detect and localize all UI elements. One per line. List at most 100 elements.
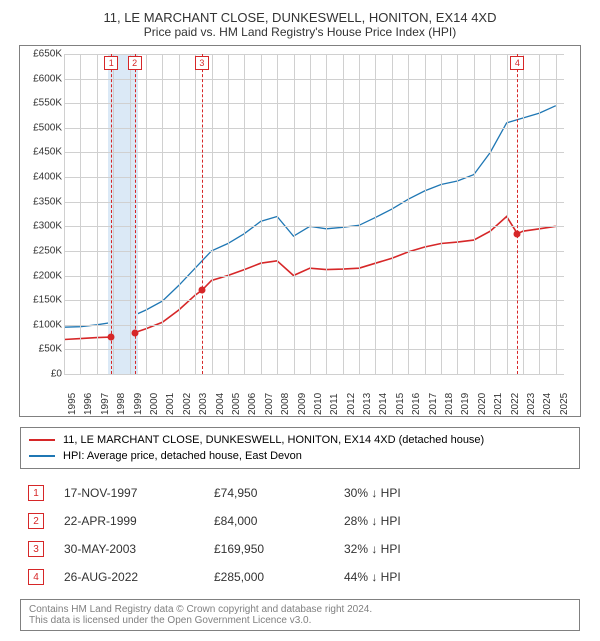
footer-box: Contains HM Land Registry data © Crown c… <box>20 599 580 631</box>
x-gridline <box>228 54 229 374</box>
x-tick-label: 2012 <box>346 393 357 415</box>
x-gridline <box>261 54 262 374</box>
x-gridline <box>392 54 393 374</box>
x-gridline <box>179 54 180 374</box>
x-tick-label: 2001 <box>165 393 176 415</box>
x-gridline <box>457 54 458 374</box>
x-tick-label: 2013 <box>362 393 373 415</box>
x-tick-label: 2005 <box>231 393 242 415</box>
transaction-row: 4 26-AUG-2022 £285,000 44% ↓ HPI <box>20 563 580 591</box>
x-tick-label: 1995 <box>67 393 78 415</box>
transaction-marker: 4 <box>28 569 44 585</box>
x-tick-label: 2009 <box>297 393 308 415</box>
y-gridline <box>64 251 564 252</box>
y-tick-label: £150K <box>22 295 62 306</box>
event-line <box>135 54 136 374</box>
event-line <box>517 54 518 374</box>
y-tick-label: £450K <box>22 147 62 158</box>
legend-swatch-property <box>29 439 55 441</box>
transaction-price: £169,950 <box>214 542 324 556</box>
x-tick-label: 2006 <box>247 393 258 415</box>
x-gridline <box>523 54 524 374</box>
y-tick-label: £650K <box>22 49 62 60</box>
title-line1: 11, LE MARCHANT CLOSE, DUNKESWELL, HONIT… <box>10 10 590 25</box>
y-gridline <box>64 226 564 227</box>
x-tick-label: 2003 <box>198 393 209 415</box>
transaction-date: 22-APR-1999 <box>64 514 194 528</box>
x-gridline <box>97 54 98 374</box>
x-gridline <box>425 54 426 374</box>
x-gridline <box>326 54 327 374</box>
legend-box: 11, LE MARCHANT CLOSE, DUNKESWELL, HONIT… <box>20 427 580 469</box>
y-gridline <box>64 177 564 178</box>
x-gridline <box>80 54 81 374</box>
x-gridline <box>441 54 442 374</box>
y-tick-label: £600K <box>22 73 62 84</box>
y-tick-label: £400K <box>22 172 62 183</box>
y-tick-label: £200K <box>22 270 62 281</box>
transaction-pct: 28% ↓ HPI <box>344 514 414 528</box>
x-gridline <box>375 54 376 374</box>
x-gridline <box>507 54 508 374</box>
y-gridline <box>64 103 564 104</box>
plot-area: 1234 <box>64 54 564 374</box>
event-line <box>111 54 112 374</box>
event-marker: 3 <box>195 56 209 70</box>
x-gridline <box>146 54 147 374</box>
y-gridline <box>64 325 564 326</box>
y-gridline <box>64 202 564 203</box>
legend-item-hpi: HPI: Average price, detached house, East… <box>29 448 571 464</box>
transaction-price: £285,000 <box>214 570 324 584</box>
x-tick-label: 1999 <box>133 393 144 415</box>
transaction-date: 30-MAY-2003 <box>64 542 194 556</box>
y-tick-label: £250K <box>22 245 62 256</box>
x-gridline <box>162 54 163 374</box>
transaction-pct: 44% ↓ HPI <box>344 570 414 584</box>
transaction-price: £84,000 <box>214 514 324 528</box>
y-gridline <box>64 128 564 129</box>
y-tick-label: £550K <box>22 98 62 109</box>
x-tick-label: 2017 <box>428 393 439 415</box>
transaction-date: 26-AUG-2022 <box>64 570 194 584</box>
title-line2: Price paid vs. HM Land Registry's House … <box>10 25 590 39</box>
chart-container: 1234 £0£50K£100K£150K£200K£250K£300K£350… <box>19 45 581 417</box>
sale-dot <box>514 230 521 237</box>
y-gridline <box>64 374 564 375</box>
event-line <box>202 54 203 374</box>
x-tick-label: 2016 <box>411 393 422 415</box>
transactions-table: 117-NOV-1997£74,95030% ↓ HPI222-APR-1999… <box>20 479 580 591</box>
event-marker: 1 <box>104 56 118 70</box>
transaction-pct: 32% ↓ HPI <box>344 542 414 556</box>
x-gridline <box>343 54 344 374</box>
y-tick-label: £500K <box>22 122 62 133</box>
x-tick-label: 1997 <box>100 393 111 415</box>
x-gridline <box>277 54 278 374</box>
x-gridline <box>359 54 360 374</box>
line-layer <box>64 54 564 374</box>
y-tick-label: £100K <box>22 319 62 330</box>
x-tick-label: 1998 <box>116 393 127 415</box>
x-tick-label: 1996 <box>83 393 94 415</box>
x-tick-label: 2002 <box>182 393 193 415</box>
x-tick-label: 2022 <box>510 393 521 415</box>
x-gridline <box>556 54 557 374</box>
x-gridline <box>310 54 311 374</box>
y-tick-label: £300K <box>22 221 62 232</box>
x-tick-label: 2000 <box>149 393 160 415</box>
y-tick-label: £350K <box>22 196 62 207</box>
x-gridline <box>294 54 295 374</box>
x-tick-label: 2025 <box>559 393 570 415</box>
x-gridline <box>408 54 409 374</box>
x-tick-label: 2004 <box>215 393 226 415</box>
event-marker: 4 <box>510 56 524 70</box>
transaction-price: £74,950 <box>214 486 324 500</box>
x-tick-label: 2014 <box>378 393 389 415</box>
x-tick-label: 2007 <box>264 393 275 415</box>
x-tick-label: 2019 <box>460 393 471 415</box>
x-gridline <box>195 54 196 374</box>
sale-dot <box>198 287 205 294</box>
sale-dot <box>131 329 138 336</box>
x-tick-label: 2024 <box>542 393 553 415</box>
x-tick-label: 2011 <box>329 393 340 415</box>
x-gridline <box>490 54 491 374</box>
